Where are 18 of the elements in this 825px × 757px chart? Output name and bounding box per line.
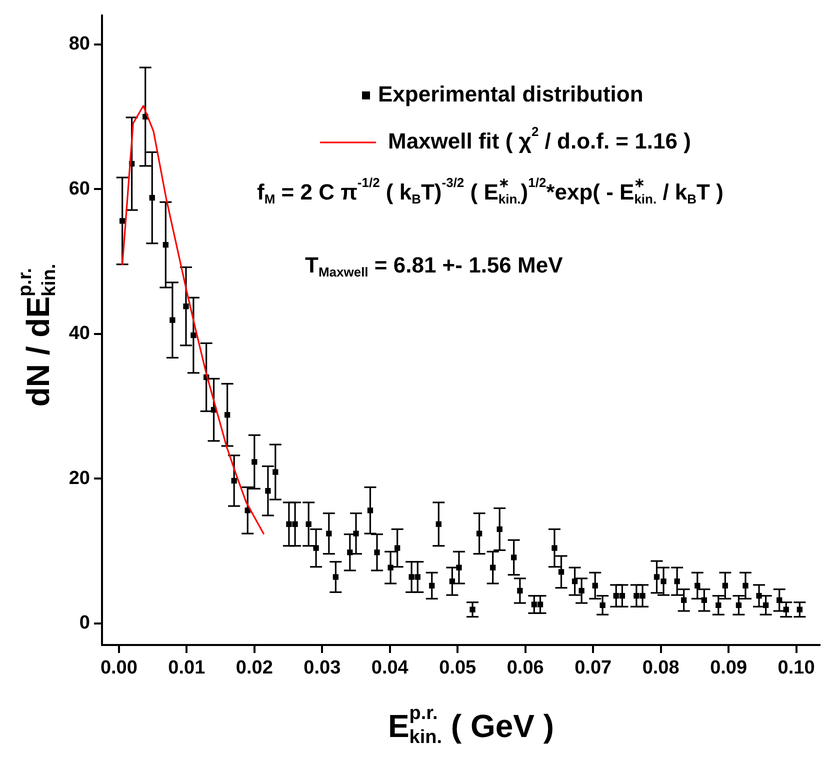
y-tick-label: 60 [68,178,90,200]
x-tick-label: 0.05 [439,658,477,679]
x-tick-label: 0.00 [100,658,138,679]
x-tick-label: 0.10 [778,658,815,679]
y-tick-label: 20 [68,468,90,489]
x-tick-label: 0.06 [506,658,544,679]
x-tick-label: 0.02 [236,658,273,679]
x-tick-label: 0.03 [304,658,341,679]
x-tick-label: 0.08 [642,658,680,679]
x-tick-label: 0.04 [371,658,409,679]
x-tick-label: 0.07 [574,658,612,679]
y-axis-title: dN / dEp.r.kin. [14,264,60,407]
y-tick-label: 80 [68,34,90,55]
y-tick-label: 0 [79,612,90,634]
x-tick-label: 0.09 [710,658,748,679]
y-tick-label: 40 [68,323,90,344]
legend-label: Experimental distribution [378,81,644,106]
x-tick-label: 0.01 [168,658,206,679]
